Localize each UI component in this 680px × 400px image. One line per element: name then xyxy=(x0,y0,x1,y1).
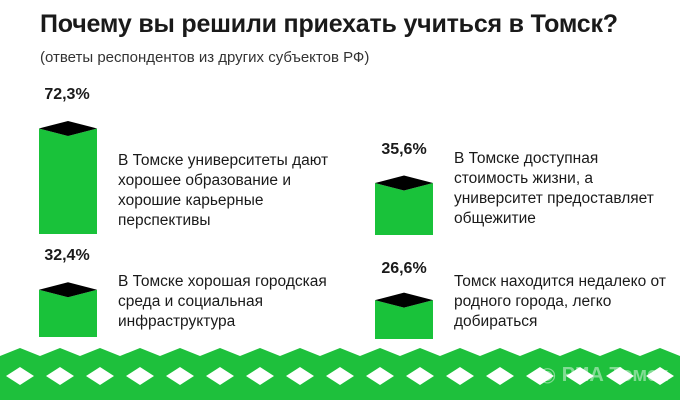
wave-diamond xyxy=(606,367,634,385)
ria-logo-icon: ◉ xyxy=(538,364,562,386)
wave-diamond xyxy=(566,367,594,385)
bar-1 xyxy=(39,282,97,337)
bar-2 xyxy=(375,175,433,235)
bar-top-1 xyxy=(39,282,97,298)
wave-diamond xyxy=(6,367,34,385)
bar-front-0 xyxy=(39,128,97,234)
caption-3: Томск находится недалеко от родного горо… xyxy=(454,273,666,330)
bar-3 xyxy=(375,292,433,339)
wave-diamond xyxy=(126,367,154,385)
wave-diamond xyxy=(486,367,514,385)
value-label-2: 35,6% xyxy=(381,141,427,158)
value-label-3: 26,6% xyxy=(381,260,427,277)
wave-diamond xyxy=(446,367,474,385)
bar-front-2 xyxy=(375,183,433,235)
wave-diamond xyxy=(526,367,554,385)
value-label-0: 72,3% xyxy=(44,86,90,103)
wave-diamond xyxy=(246,367,274,385)
bar-front-3 xyxy=(375,300,433,339)
value-label-1: 32,4% xyxy=(44,247,90,264)
chart-subtitle: (ответы респондентов из других субъектов… xyxy=(40,49,370,66)
bar-top-2 xyxy=(375,175,433,191)
wave-diamond xyxy=(46,367,74,385)
caption-2: В Томске доступная стоимость жизни, а ун… xyxy=(454,150,654,227)
wave-diamond xyxy=(326,367,354,385)
wave-diamond xyxy=(206,367,234,385)
watermark-text: РИА Томск xyxy=(561,364,668,386)
wave-diamond xyxy=(286,367,314,385)
bar-top-3 xyxy=(375,292,433,308)
bar-front-1 xyxy=(39,289,97,337)
watermark: ◉ РИА Томск xyxy=(539,362,668,387)
wave-diamond xyxy=(646,367,674,385)
wave-diamond xyxy=(86,367,114,385)
wave-diamond xyxy=(366,367,394,385)
caption-0: В Томске университеты дают хорошее образ… xyxy=(118,152,329,229)
chart-title: Почему вы решили приехать учиться в Томс… xyxy=(40,10,618,38)
wave-diamond xyxy=(166,367,194,385)
caption-1: В Томске хорошая городская среда и социа… xyxy=(118,273,327,330)
bar-0 xyxy=(39,120,97,234)
wave-diamond xyxy=(406,367,434,385)
bar-top-0 xyxy=(39,120,97,136)
bottom-wave-decoration xyxy=(0,348,680,400)
